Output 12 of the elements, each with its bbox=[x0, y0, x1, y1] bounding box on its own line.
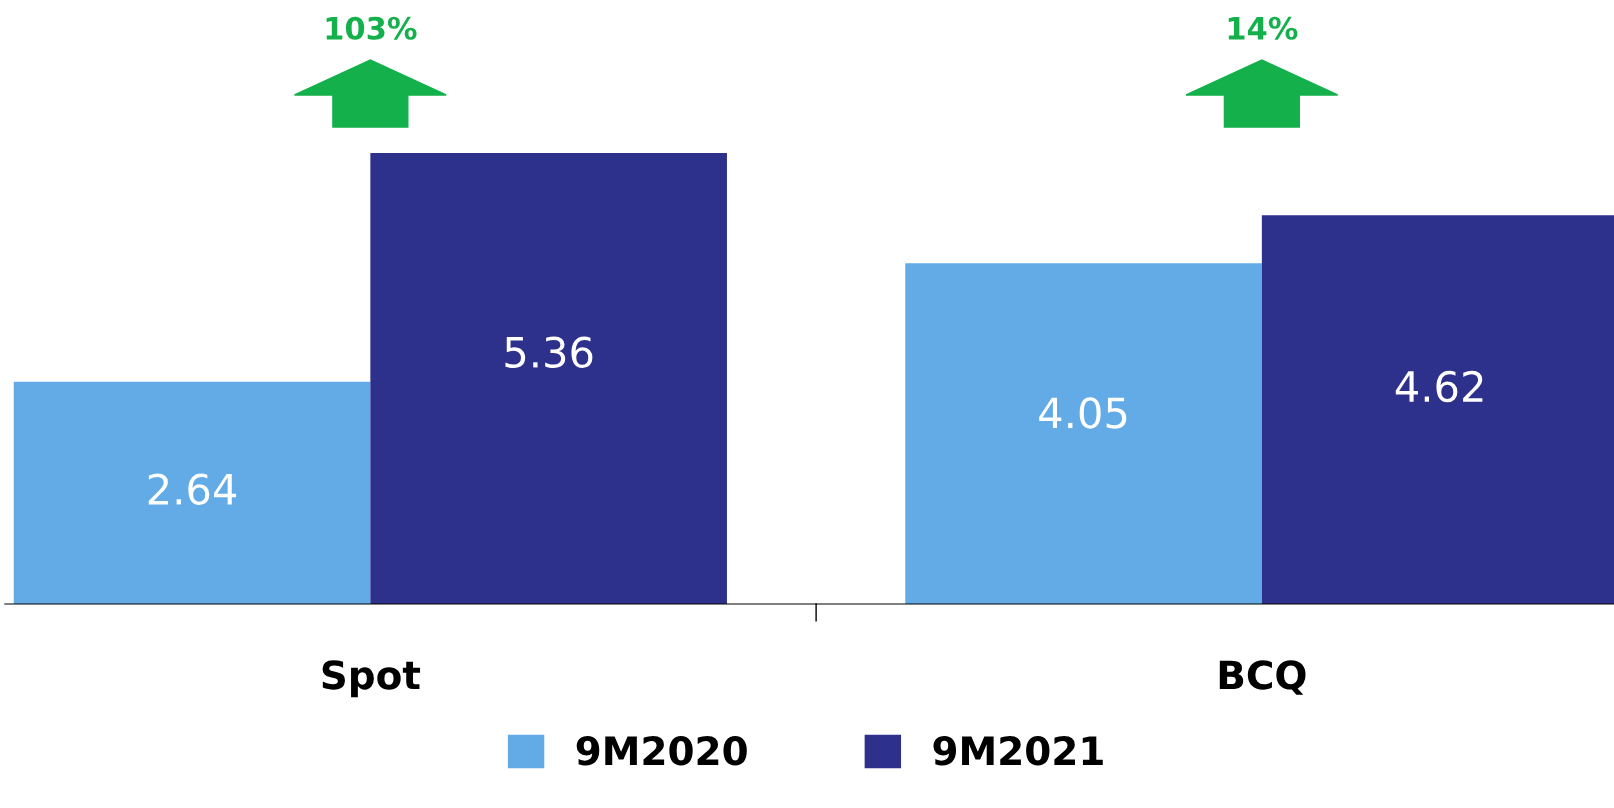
bar bbox=[370, 153, 727, 604]
data-label: 4.05 bbox=[1039, 397, 1127, 429]
x-tick-label: Spot bbox=[322, 660, 421, 698]
data-label: 4.62 bbox=[1395, 370, 1483, 403]
text: 103% bbox=[326, 16, 417, 40]
data-label: 5.36 bbox=[505, 336, 593, 369]
legend-label: 9M2020 bbox=[576, 736, 747, 766]
bar bbox=[13, 381, 371, 604]
data-label: 2.64 bbox=[148, 473, 237, 506]
legend-label: 9M2021 bbox=[933, 736, 1103, 766]
x-tick-label: BCQ bbox=[1219, 660, 1306, 695]
text: 14% bbox=[1228, 16, 1298, 40]
